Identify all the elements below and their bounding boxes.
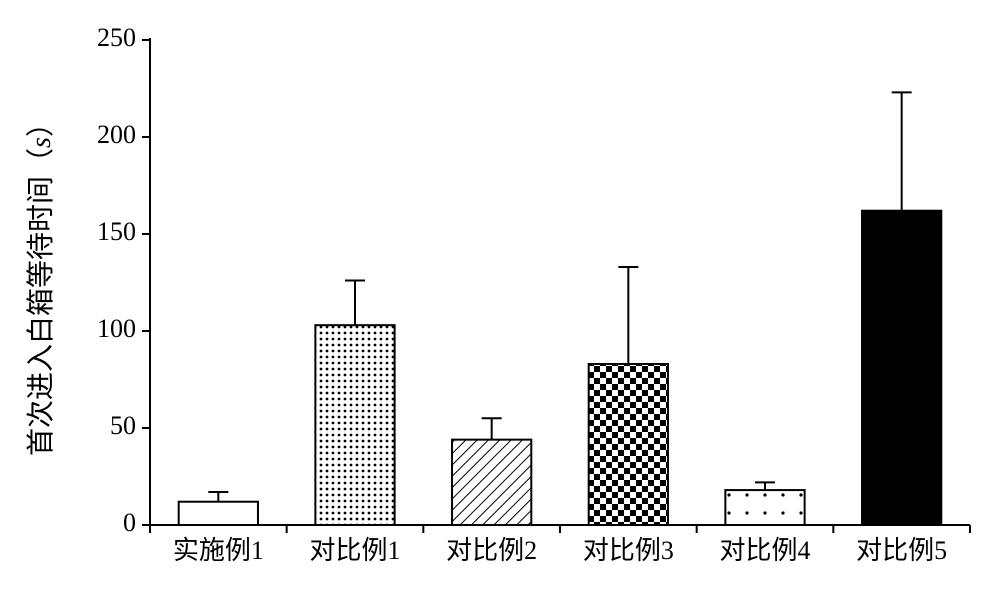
bar-chart: 0 50 100 150 200 250 实施例1 对比例1 对比例2 对比例3 对比例4 对比例5… [0,0,1000,607]
bar [725,490,804,525]
x-category-label: 实施例1 [173,536,264,565]
x-category-label: 对比例5 [856,536,947,565]
bar [315,325,394,525]
x-category-label: 对比例3 [583,536,674,565]
y-tick-label: 150 [97,217,136,246]
y-axis-label: 首次进入白箱等待时间（s） [25,109,57,456]
y-tick-label: 50 [110,411,136,440]
x-category-label: 对比例1 [309,536,400,565]
y-tick-label: 250 [97,23,136,52]
y-tick-label: 200 [97,120,136,149]
bar [179,502,258,525]
bar [589,364,668,525]
x-category-label: 对比例4 [719,536,810,565]
bar [452,440,531,525]
figure: 0 50 100 150 200 250 实施例1 对比例1 对比例2 对比例3 对比例4 对比例5… [0,0,1000,607]
y-tick-label: 0 [123,508,136,537]
y-tick-label: 100 [97,314,136,343]
bar [862,211,941,525]
x-category-label: 对比例2 [446,536,537,565]
